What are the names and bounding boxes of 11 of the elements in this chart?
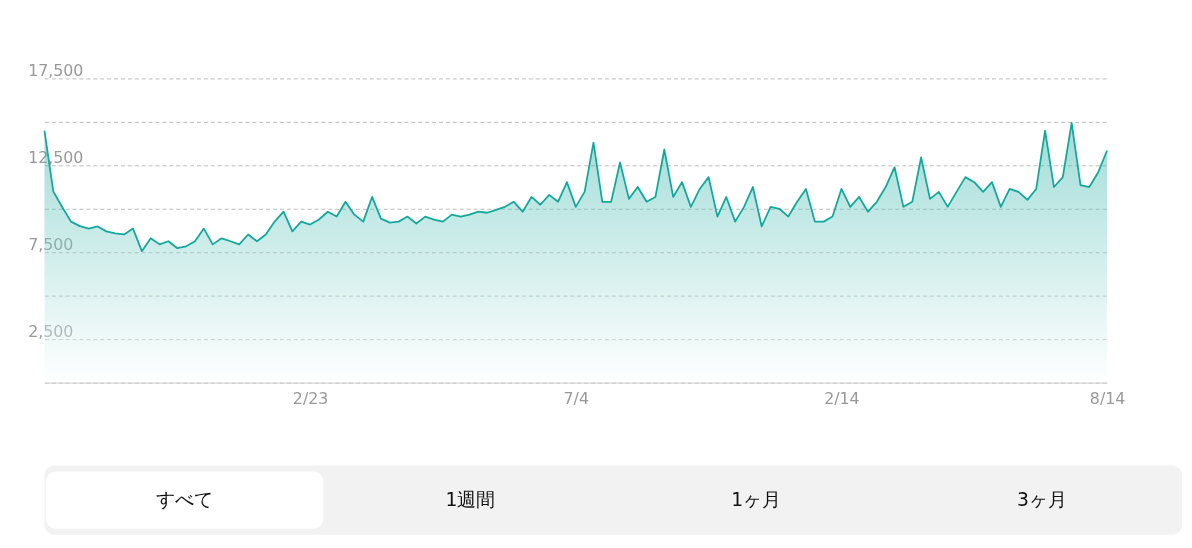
text: 1ヶ月 (731, 489, 782, 511)
text: 3ヶ月 (1017, 489, 1068, 511)
text: 1週間 (445, 489, 496, 511)
x-tick-label: 2/14 (824, 388, 860, 408)
x-tick-label: 7/4 (563, 388, 589, 408)
x-tick-label: 8/14 (1089, 388, 1126, 408)
y-tick-label: 17,500 (28, 60, 84, 80)
x-tick-label: 2/23 (292, 388, 329, 408)
y-tick-label: 7,500 (28, 234, 74, 254)
y-tick-label: 2,500 (28, 321, 74, 341)
text: すべて (156, 489, 214, 511)
